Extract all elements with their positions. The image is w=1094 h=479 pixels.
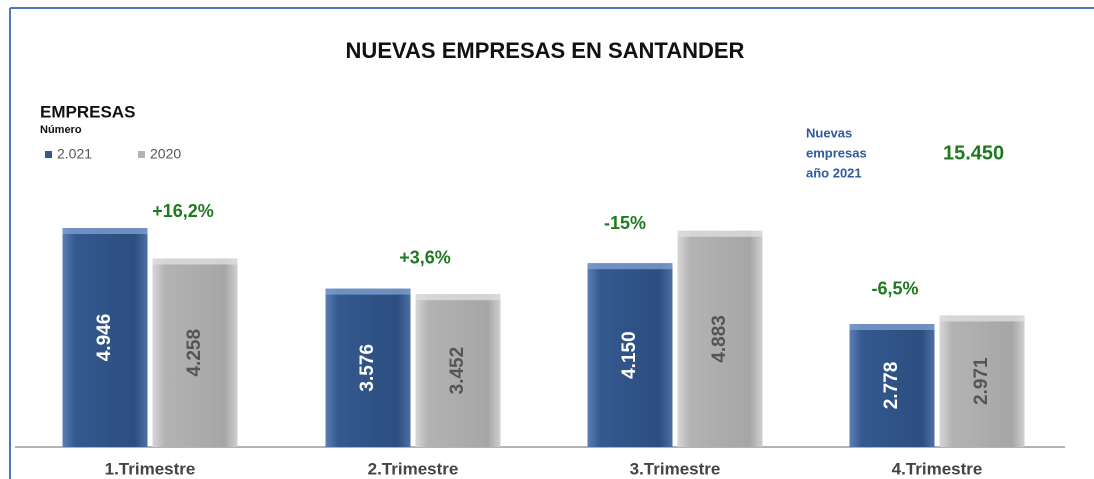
annotation: -6,5% <box>871 279 918 299</box>
bar <box>415 294 501 447</box>
bar-bevel <box>587 263 673 270</box>
x-tick-label: 1.Trimestre <box>105 459 196 478</box>
legend-label: 2020 <box>150 146 181 162</box>
value-label: 4.883 <box>709 315 730 363</box>
total-label: año 2021 <box>806 165 862 180</box>
value-label: 3.452 <box>447 347 468 395</box>
x-tick-label: 4.Trimestre <box>892 459 983 478</box>
value-label: 3.576 <box>357 344 378 392</box>
value-label: 4.946 <box>94 314 115 362</box>
annotation: -15% <box>604 213 646 233</box>
x-tick-label: 3.Trimestre <box>630 459 721 478</box>
total-label: empresas <box>806 145 867 160</box>
bar-bevel <box>939 315 1025 322</box>
bar <box>62 228 148 447</box>
annotation: +16,2% <box>152 201 214 221</box>
legend-label: 2.021 <box>57 146 92 162</box>
bar <box>325 288 411 447</box>
chart-title: NUEVAS EMPRESAS EN SANTANDER <box>346 38 745 63</box>
total-label: Nuevas <box>806 125 852 140</box>
bar <box>849 323 935 447</box>
value-label: 2.778 <box>881 362 902 410</box>
x-tick-label: 2.Trimestre <box>368 459 459 478</box>
annotation: +3,6% <box>399 247 451 267</box>
bar-bevel <box>415 294 501 301</box>
bar <box>677 230 763 447</box>
bar <box>152 258 238 447</box>
legend-marker <box>138 151 145 158</box>
bar-bevel <box>62 228 148 234</box>
bar-bevel <box>152 258 238 265</box>
y-sublabel: Número <box>40 124 82 136</box>
legend-marker <box>45 151 52 158</box>
y-label: EMPRESAS <box>40 102 135 121</box>
value-label: 4.150 <box>619 331 640 379</box>
total-value: 15.450 <box>943 142 1004 164</box>
bar <box>939 315 1025 447</box>
value-label: 2.971 <box>971 357 992 405</box>
value-label: 4.258 <box>184 329 205 377</box>
bar-bevel <box>677 230 763 237</box>
bar <box>587 263 673 447</box>
bar-bevel <box>325 288 411 295</box>
bar-bevel <box>849 323 935 330</box>
